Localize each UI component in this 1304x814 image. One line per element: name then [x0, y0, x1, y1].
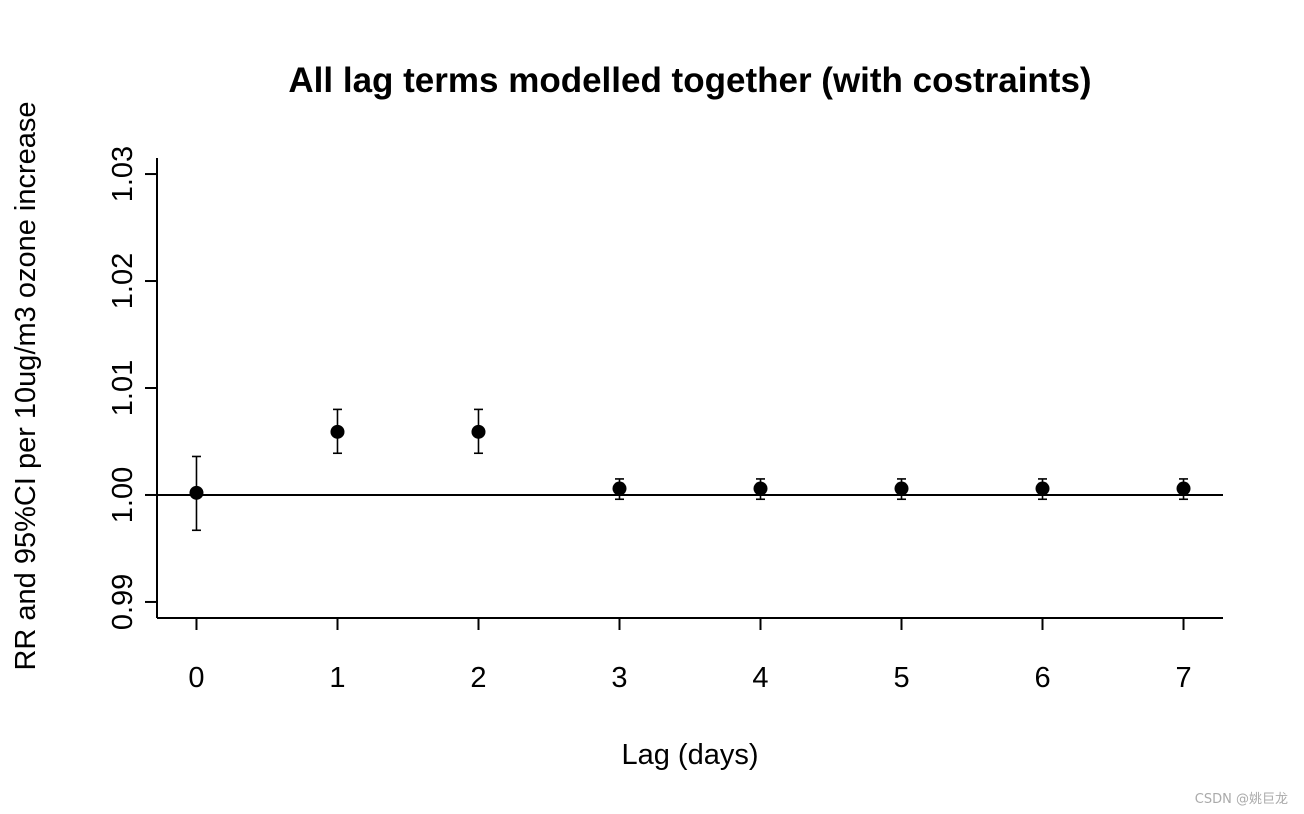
chart-title: All lag terms modelled together (with co…: [288, 61, 1091, 100]
data-point: [894, 481, 909, 496]
data-point: [753, 481, 768, 496]
x-tick-label: 4: [752, 662, 768, 694]
x-axis-label: Lag (days): [621, 739, 758, 771]
data-point: [1176, 481, 1191, 496]
x-tick-label: 6: [1034, 662, 1050, 694]
plot-marks: [157, 408, 1223, 532]
x-tick-label: 5: [893, 662, 909, 694]
data-point: [330, 424, 345, 439]
y-axis-label: RR and 95%CI per 10ug/m3 ozone increase: [10, 101, 42, 670]
y-tick-label: 1.03: [107, 146, 139, 202]
x-tick-label: 3: [611, 662, 627, 694]
plot-axes: 0.99 1.00 1.01 1.02 1.03 0 1 2 3 4 5 6 7: [107, 146, 1223, 694]
data-point: [612, 481, 627, 496]
x-tick-label: 1: [329, 662, 345, 694]
x-tick-label: 7: [1175, 662, 1191, 694]
watermark-text: CSDN @姚巨龙: [1195, 792, 1288, 807]
data-point: [471, 424, 486, 439]
y-tick-label: 1.02: [107, 253, 139, 309]
y-tick-label: 1.01: [107, 360, 139, 416]
x-tick-label: 2: [470, 662, 486, 694]
x-tick-label: 0: [188, 662, 204, 694]
data-point: [1035, 481, 1050, 496]
data-point: [189, 485, 204, 500]
y-tick-label: 0.99: [107, 574, 139, 630]
y-tick-label: 1.00: [107, 467, 139, 523]
